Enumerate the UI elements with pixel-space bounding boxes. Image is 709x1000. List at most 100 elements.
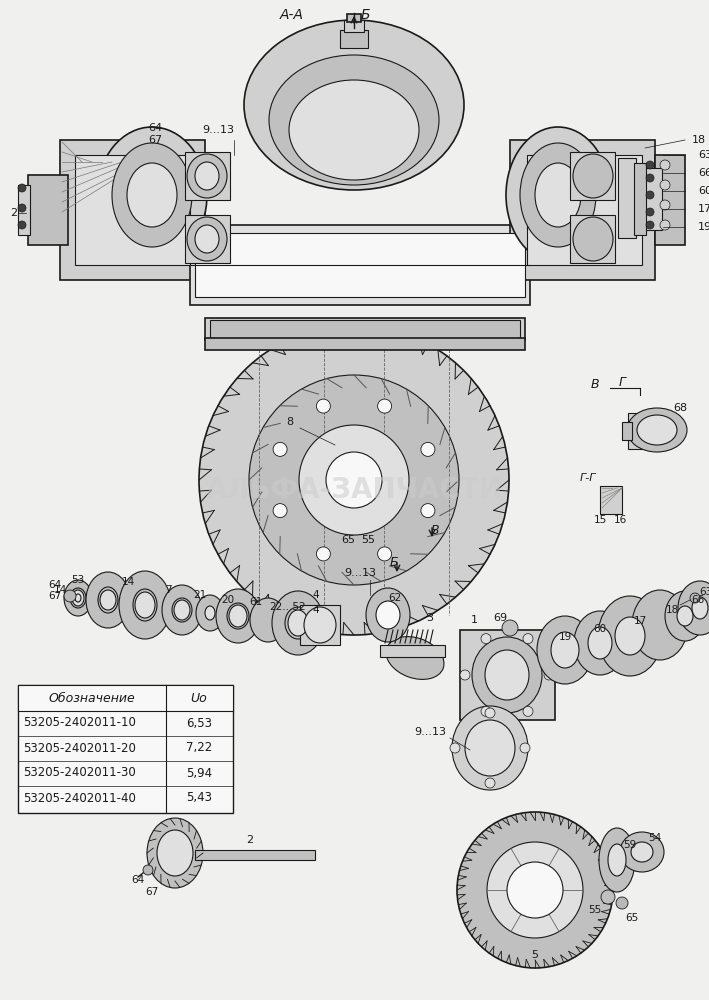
Ellipse shape (157, 830, 193, 876)
Ellipse shape (187, 217, 227, 261)
Text: 2: 2 (247, 835, 254, 845)
Text: 17: 17 (698, 204, 709, 214)
Ellipse shape (574, 611, 626, 675)
Text: 64: 64 (131, 875, 145, 885)
Text: 9...13: 9...13 (202, 125, 234, 135)
Bar (210, 320, 520, 338)
Text: АЛЬФА-ЗАПЧАСТИ: АЛЬФА-ЗАПЧАСТИ (206, 476, 503, 504)
Text: 60: 60 (698, 186, 709, 196)
Text: A-A: A-A (280, 8, 304, 22)
Ellipse shape (485, 778, 495, 788)
Ellipse shape (304, 607, 336, 643)
Text: 19: 19 (698, 222, 709, 232)
Text: 8: 8 (286, 417, 294, 427)
Text: 9...13: 9...13 (344, 568, 376, 578)
Bar (380, 645, 445, 657)
Ellipse shape (289, 80, 419, 180)
Ellipse shape (646, 191, 654, 199)
Bar (185, 152, 230, 200)
Ellipse shape (18, 221, 26, 229)
Ellipse shape (64, 580, 92, 616)
Text: 62: 62 (389, 593, 401, 603)
Text: 64: 64 (148, 123, 162, 133)
Bar (460, 630, 555, 720)
Ellipse shape (502, 620, 518, 636)
Ellipse shape (690, 593, 700, 603)
Ellipse shape (119, 571, 171, 639)
Ellipse shape (162, 585, 202, 635)
Ellipse shape (620, 832, 664, 872)
Ellipse shape (535, 163, 581, 227)
Ellipse shape (147, 818, 203, 888)
Bar (527, 155, 642, 265)
Ellipse shape (143, 865, 153, 875)
Ellipse shape (677, 606, 693, 626)
Ellipse shape (646, 208, 654, 216)
Text: Г-Г: Г-Г (580, 473, 596, 483)
Ellipse shape (507, 862, 563, 918)
Ellipse shape (174, 600, 190, 620)
Ellipse shape (135, 592, 155, 618)
Bar (628, 413, 648, 449)
Ellipse shape (199, 325, 509, 635)
Text: B: B (591, 378, 599, 391)
Ellipse shape (187, 154, 227, 198)
Ellipse shape (86, 572, 130, 628)
Ellipse shape (599, 828, 635, 892)
Text: 20: 20 (221, 595, 235, 605)
Text: 22...52: 22...52 (269, 602, 306, 612)
Bar (570, 215, 615, 263)
Ellipse shape (487, 842, 583, 938)
Ellipse shape (637, 415, 677, 445)
Ellipse shape (64, 590, 76, 602)
Bar (600, 486, 622, 514)
Ellipse shape (127, 163, 177, 227)
Ellipse shape (608, 844, 626, 876)
Ellipse shape (273, 504, 287, 518)
Ellipse shape (288, 610, 308, 636)
Ellipse shape (378, 547, 391, 561)
Text: 15: 15 (593, 515, 607, 525)
Ellipse shape (70, 588, 86, 608)
Ellipse shape (97, 127, 207, 263)
Ellipse shape (481, 634, 491, 644)
Bar (18, 685, 233, 813)
Bar (195, 850, 315, 860)
Bar (75, 155, 190, 265)
Text: 7,22: 7,22 (186, 742, 212, 754)
Bar (570, 152, 615, 200)
Text: 60: 60 (593, 624, 607, 634)
Text: 9...13: 9...13 (414, 727, 446, 737)
Ellipse shape (421, 504, 435, 518)
Text: 59: 59 (623, 840, 637, 850)
Ellipse shape (646, 174, 654, 182)
Ellipse shape (133, 589, 157, 621)
Bar (618, 158, 636, 238)
Ellipse shape (485, 650, 529, 700)
Ellipse shape (616, 897, 628, 909)
Ellipse shape (316, 547, 330, 561)
Ellipse shape (112, 143, 192, 247)
Ellipse shape (660, 200, 670, 210)
Ellipse shape (216, 589, 260, 643)
Ellipse shape (472, 637, 542, 713)
Ellipse shape (678, 581, 709, 635)
Text: 64: 64 (48, 580, 62, 590)
Bar (300, 605, 340, 645)
Ellipse shape (646, 161, 654, 169)
Ellipse shape (18, 184, 26, 192)
Ellipse shape (378, 399, 391, 413)
Text: 63: 63 (698, 150, 709, 160)
Text: 17: 17 (633, 616, 647, 626)
Text: 53205-2402011-40: 53205-2402011-40 (23, 792, 136, 804)
Ellipse shape (588, 627, 612, 659)
Text: 18: 18 (692, 135, 706, 145)
Ellipse shape (273, 442, 287, 456)
Ellipse shape (544, 670, 554, 680)
Bar (195, 233, 525, 297)
Ellipse shape (537, 616, 593, 684)
Ellipse shape (285, 607, 311, 639)
Ellipse shape (450, 743, 460, 753)
Ellipse shape (100, 590, 116, 610)
Ellipse shape (520, 743, 530, 753)
